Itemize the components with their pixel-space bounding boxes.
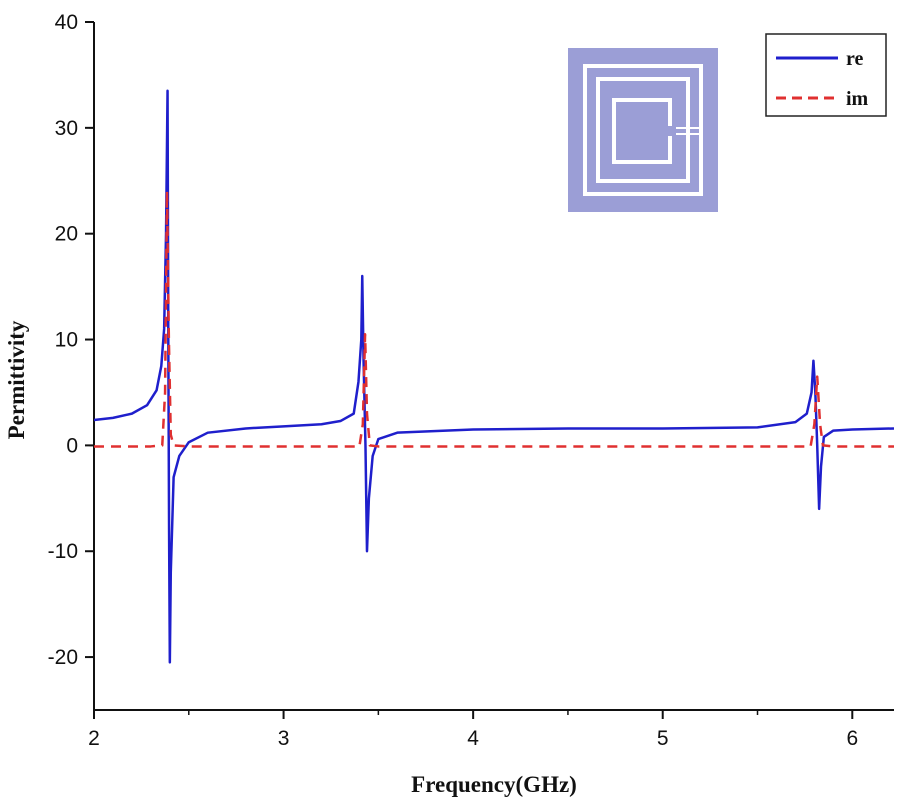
y-tick-label: -10 (48, 540, 78, 563)
inset-ring-gap (668, 126, 676, 136)
y-axis-title: Permittivity (4, 320, 29, 439)
legend-box (765, 33, 887, 117)
inset-middle-ring (596, 77, 690, 183)
resonator-inset-image (568, 48, 718, 212)
x-tick-label: 5 (657, 727, 669, 750)
x-tick-label: 4 (467, 727, 479, 750)
x-tick-label: 2 (88, 727, 100, 750)
y-tick-label: 40 (55, 11, 78, 34)
series-line-im (94, 190, 894, 448)
inset-outer-ring (583, 64, 703, 196)
inset-background (568, 48, 718, 212)
y-tick-label: 0 (66, 434, 78, 457)
x-axis-title: Frequency(GHz) (411, 772, 577, 797)
y-tick-label: 30 (55, 117, 78, 140)
y-tick-label: 10 (55, 329, 78, 352)
y-tick-label: 20 (55, 223, 78, 246)
y-tick-label: -20 (48, 646, 78, 669)
legend-label-im: im (846, 88, 869, 110)
series-line-re (94, 89, 894, 664)
x-tick-label: 3 (278, 727, 290, 750)
legend: re im (765, 33, 887, 117)
legend-label-re: re (846, 48, 864, 70)
x-tick-label: 6 (846, 727, 858, 750)
